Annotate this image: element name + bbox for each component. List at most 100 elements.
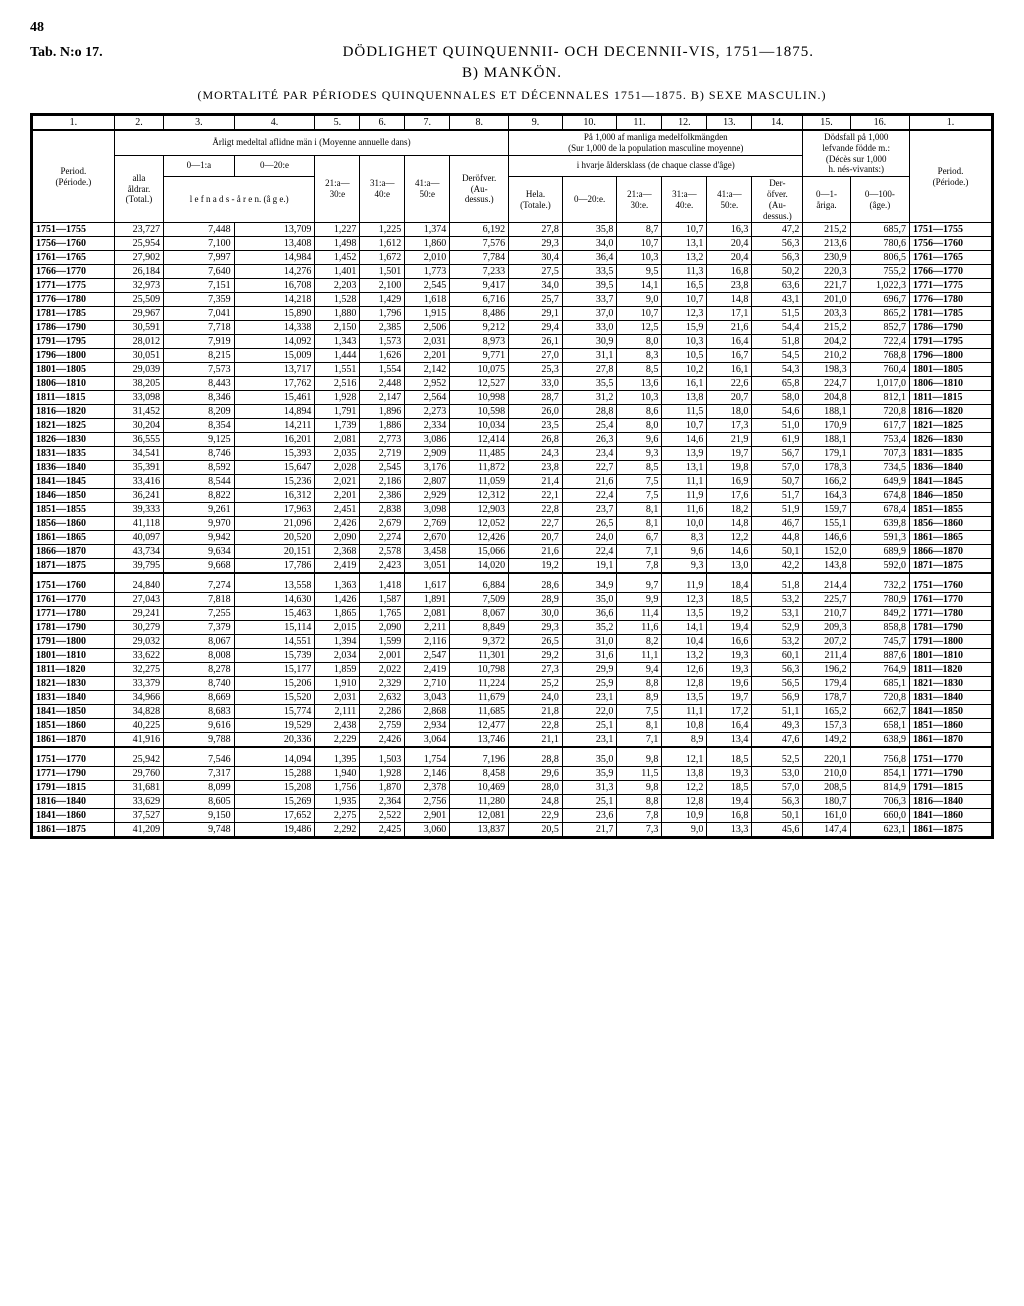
- value-cell: 8,746: [164, 447, 235, 461]
- value-cell: 7,5: [617, 475, 662, 489]
- value-cell: 2,015: [315, 621, 360, 635]
- value-cell: 7,448: [164, 223, 235, 237]
- value-cell: 11,6: [662, 503, 707, 517]
- period-cell: 1751—1760: [910, 573, 993, 593]
- period-cell: 1821—1825: [32, 419, 115, 433]
- value-cell: 208,5: [803, 781, 850, 795]
- value-cell: 22,8: [509, 719, 563, 733]
- value-cell: 755,2: [850, 265, 909, 279]
- value-cell: 10,798: [450, 663, 509, 677]
- value-cell: 1,225: [360, 223, 405, 237]
- value-cell: 1,672: [360, 251, 405, 265]
- period-cell: 1861—1865: [910, 531, 993, 545]
- value-cell: 2,522: [360, 809, 405, 823]
- value-cell: 25,7: [509, 293, 563, 307]
- value-cell: 16,4: [707, 335, 752, 349]
- value-cell: 2,364: [360, 795, 405, 809]
- value-cell: 849,2: [850, 607, 909, 621]
- col-10: 0—20:e.: [562, 177, 617, 223]
- value-cell: 8,486: [450, 307, 509, 321]
- value-cell: 16,708: [234, 279, 315, 293]
- value-cell: 15,177: [234, 663, 315, 677]
- value-cell: 10,8: [662, 719, 707, 733]
- value-cell: 8,1: [617, 517, 662, 531]
- value-cell: 8,354: [164, 419, 235, 433]
- period-cell: 1831—1835: [910, 447, 993, 461]
- value-cell: 753,4: [850, 433, 909, 447]
- column-number-row: 1.2.3.4.5.6.7.8.9.10.11.12.13.14.15.16.1…: [32, 115, 993, 131]
- value-cell: 2,419: [315, 559, 360, 574]
- period-cell: 1851—1860: [910, 719, 993, 733]
- value-cell: 11,5: [617, 767, 662, 781]
- value-cell: 12,312: [450, 489, 509, 503]
- col-2: allaåldrar.(Total.): [114, 155, 163, 223]
- value-cell: 617,7: [850, 419, 909, 433]
- value-cell: 2,116: [405, 635, 450, 649]
- value-cell: 7,576: [450, 237, 509, 251]
- value-cell: 12,477: [450, 719, 509, 733]
- value-cell: 2,578: [360, 545, 405, 559]
- value-cell: 662,7: [850, 705, 909, 719]
- value-cell: 12,414: [450, 433, 509, 447]
- table-row: 1831—183534,5418,74615,3932,0352,7192,90…: [32, 447, 993, 461]
- value-cell: 26,5: [509, 635, 563, 649]
- value-cell: 8,669: [164, 691, 235, 705]
- value-cell: 14,8: [707, 517, 752, 531]
- value-cell: 19,7: [707, 691, 752, 705]
- value-cell: 1,928: [360, 767, 405, 781]
- value-cell: 19,3: [707, 663, 752, 677]
- value-cell: 34,9: [562, 573, 617, 593]
- value-cell: 15,114: [234, 621, 315, 635]
- value-cell: 2,952: [405, 377, 450, 391]
- value-cell: 210,2: [803, 349, 850, 363]
- value-cell: 2,090: [360, 621, 405, 635]
- value-cell: 2,564: [405, 391, 450, 405]
- value-cell: 2,438: [315, 719, 360, 733]
- value-cell: 225,7: [803, 593, 850, 607]
- header-period-right: Period. (Période.): [910, 130, 993, 223]
- value-cell: 1,612: [360, 237, 405, 251]
- value-cell: 9,4: [617, 663, 662, 677]
- value-cell: 2,211: [405, 621, 450, 635]
- value-cell: 157,3: [803, 719, 850, 733]
- value-cell: 30,204: [114, 419, 163, 433]
- value-cell: 1,022,3: [850, 279, 909, 293]
- period-cell: 1806—1810: [910, 377, 993, 391]
- period-cell: 1761—1765: [32, 251, 115, 265]
- value-cell: 15,647: [234, 461, 315, 475]
- value-cell: 2,334: [405, 419, 450, 433]
- table-row: 1781—178529,9677,04115,8901,8801,7961,91…: [32, 307, 993, 321]
- value-cell: 12,3: [662, 307, 707, 321]
- value-cell: 11,301: [450, 649, 509, 663]
- value-cell: 26,8: [509, 433, 563, 447]
- value-cell: 7,5: [617, 489, 662, 503]
- value-cell: 15,206: [234, 677, 315, 691]
- value-cell: 19,1: [562, 559, 617, 574]
- value-cell: 2,147: [360, 391, 405, 405]
- value-cell: 27,5: [509, 265, 563, 279]
- table-row: 1791—179528,0127,91914,0921,3431,5732,03…: [32, 335, 993, 349]
- value-cell: 12,2: [707, 531, 752, 545]
- value-cell: 198,3: [803, 363, 850, 377]
- period-cell: 1826—1830: [910, 433, 993, 447]
- value-cell: 2,201: [405, 349, 450, 363]
- value-cell: 26,1: [509, 335, 563, 349]
- value-cell: 1,394: [315, 635, 360, 649]
- value-cell: 1,587: [360, 593, 405, 607]
- period-cell: 1811—1815: [910, 391, 993, 405]
- period-cell: 1831—1835: [32, 447, 115, 461]
- value-cell: 56,3: [752, 251, 803, 265]
- period-cell: 1851—1855: [32, 503, 115, 517]
- value-cell: 1,935: [315, 795, 360, 809]
- table-row: 1806—181038,2058,44317,7622,5162,4482,95…: [32, 377, 993, 391]
- value-cell: 8,209: [164, 405, 235, 419]
- value-cell: 1,756: [315, 781, 360, 795]
- value-cell: 14,218: [234, 293, 315, 307]
- value-cell: 9,634: [164, 545, 235, 559]
- value-cell: 204,2: [803, 335, 850, 349]
- value-cell: 10,3: [617, 251, 662, 265]
- value-cell: 2,090: [315, 531, 360, 545]
- table-row: 1796—180030,0518,21515,0091,4441,6262,20…: [32, 349, 993, 363]
- table-row: 1866—187043,7349,63420,1512,3682,5783,45…: [32, 545, 993, 559]
- period-cell: 1796—1800: [910, 349, 993, 363]
